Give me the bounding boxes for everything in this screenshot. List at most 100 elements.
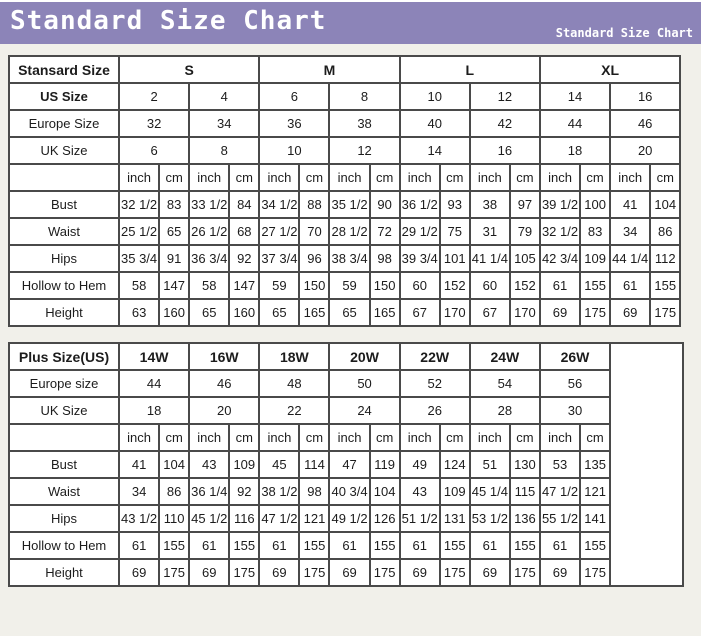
- plus-unit-inch: inch: [468, 423, 511, 452]
- plus-measure-value: 69: [258, 558, 301, 587]
- plus-size-value: 46: [188, 369, 261, 398]
- standard-measure-label: Waist: [8, 217, 120, 246]
- standard-corner-label: Stansard Size: [8, 55, 120, 84]
- plus-measure-value: 175: [508, 558, 541, 587]
- standard-measure-value: 69: [609, 298, 652, 327]
- standard-measure-value: 41: [609, 190, 652, 219]
- standard-measure-value: 42 3/4: [538, 244, 582, 273]
- standard-size-value: 16: [609, 82, 682, 111]
- plus-measure-value: 175: [368, 558, 401, 587]
- standard-unit-cm: cm: [228, 163, 261, 192]
- standard-size-value: 42: [468, 109, 541, 138]
- plus-measure-value: 121: [298, 504, 331, 533]
- standard-measure-value: 39 1/2: [538, 190, 582, 219]
- standard-measure-value: 100: [579, 190, 612, 219]
- standard-unit-inch: inch: [468, 163, 511, 192]
- standard-unit-cm: cm: [649, 163, 682, 192]
- plus-measure-value: 47: [328, 450, 371, 479]
- standard-size-value: 4: [188, 82, 261, 111]
- standard-size-value: 36: [258, 109, 331, 138]
- plus-measure-value: 155: [579, 531, 612, 560]
- standard-unit-inch: inch: [538, 163, 582, 192]
- plus-measure-value: 109: [228, 450, 261, 479]
- standard-measure-value: 32 1/2: [117, 190, 161, 219]
- standard-measure-value: 170: [438, 298, 471, 327]
- plus-measure-value: 61: [398, 531, 441, 560]
- standard-measure-value: 58: [188, 271, 231, 300]
- standard-measure-value: 39 3/4: [398, 244, 441, 273]
- plus-measure-value: 61: [328, 531, 371, 560]
- standard-size-value: 6: [258, 82, 331, 111]
- plus-measure-value: 45 1/4: [468, 477, 511, 506]
- standard-measure-value: 67: [468, 298, 511, 327]
- plus-measure-label: Hips: [8, 504, 120, 533]
- plus-measure-value: 45 1/2: [188, 504, 231, 533]
- plus-measure-value: 49 1/2: [328, 504, 371, 533]
- plus-measure-value: 131: [438, 504, 471, 533]
- standard-measure-value: 27 1/2: [258, 217, 301, 246]
- plus-unit-cm: cm: [158, 423, 191, 452]
- standard-size-table: Stansard Size S M L XL US Size 2 4 6 8 10 12 14 16 Eur…: [8, 55, 682, 327]
- standard-measure-value: 28 1/2: [328, 217, 371, 246]
- plus-measure-value: 43: [398, 477, 441, 506]
- plus-measure-value: 98: [298, 477, 331, 506]
- standard-measure-value: 70: [298, 217, 331, 246]
- plus-unit-cm: cm: [228, 423, 261, 452]
- plus-measure-value: 49: [398, 450, 441, 479]
- standard-measure-value: 101: [438, 244, 471, 273]
- plus-unit-cm: cm: [508, 423, 541, 452]
- plus-measure-value: 121: [579, 477, 612, 506]
- standard-size-value: 16: [468, 136, 541, 165]
- plus-measure-value: 175: [579, 558, 612, 587]
- plus-measure-value: 155: [438, 531, 471, 560]
- plus-measure-value: 104: [158, 450, 191, 479]
- standard-size-value: 10: [398, 82, 471, 111]
- standard-size-value: 14: [538, 82, 612, 111]
- standard-measure-value: 160: [228, 298, 261, 327]
- standard-measure-value: 147: [158, 271, 191, 300]
- top-white-strip: [0, 0, 701, 2]
- plus-measure-label: Bust: [8, 450, 120, 479]
- plus-measure-value: 34: [117, 477, 161, 506]
- standard-size-group: XL: [538, 55, 682, 84]
- standard-size-value: 8: [328, 82, 401, 111]
- plus-size-group: 22W: [398, 342, 471, 371]
- standard-measure-value: 155: [579, 271, 612, 300]
- standard-unit-inch: inch: [398, 163, 441, 192]
- standard-measure-value: 26 1/2: [188, 217, 231, 246]
- standard-measure-value: 98: [368, 244, 401, 273]
- plus-empty-column: [609, 342, 685, 587]
- standard-measure-value: 65: [158, 217, 191, 246]
- plus-measure-label: Hollow to Hem: [8, 531, 120, 560]
- plus-measure-value: 40 3/4: [328, 477, 371, 506]
- standard-measure-value: 86: [649, 217, 682, 246]
- standard-size-group: S: [117, 55, 261, 84]
- standard-measure-value: 65: [328, 298, 371, 327]
- plus-measure-value: 155: [508, 531, 541, 560]
- plus-measure-value: 175: [158, 558, 191, 587]
- plus-row-label: UK Size: [8, 396, 120, 425]
- plus-unit-cm: cm: [298, 423, 331, 452]
- plus-unit-inch: inch: [117, 423, 161, 452]
- standard-unit-cm: cm: [298, 163, 331, 192]
- plus-measure-value: 69: [328, 558, 371, 587]
- standard-measure-value: 33 1/2: [188, 190, 231, 219]
- standard-measure-value: 165: [368, 298, 401, 327]
- standard-measure-value: 68: [228, 217, 261, 246]
- standard-measure-value: 59: [328, 271, 371, 300]
- plus-measure-value: 69: [538, 558, 582, 587]
- plus-unit-cm: cm: [438, 423, 471, 452]
- plus-measure-value: 61: [258, 531, 301, 560]
- standard-size-value: 14: [398, 136, 471, 165]
- standard-size-value: 8: [188, 136, 261, 165]
- standard-measure-value: 36 1/2: [398, 190, 441, 219]
- plus-measure-value: 92: [228, 477, 261, 506]
- standard-measure-label: Bust: [8, 190, 120, 219]
- plus-measure-value: 38 1/2: [258, 477, 301, 506]
- plus-measure-value: 136: [508, 504, 541, 533]
- plus-size-value: 30: [538, 396, 612, 425]
- plus-measure-value: 86: [158, 477, 191, 506]
- standard-measure-value: 105: [508, 244, 541, 273]
- plus-size-group: 24W: [468, 342, 541, 371]
- plus-measure-value: 175: [438, 558, 471, 587]
